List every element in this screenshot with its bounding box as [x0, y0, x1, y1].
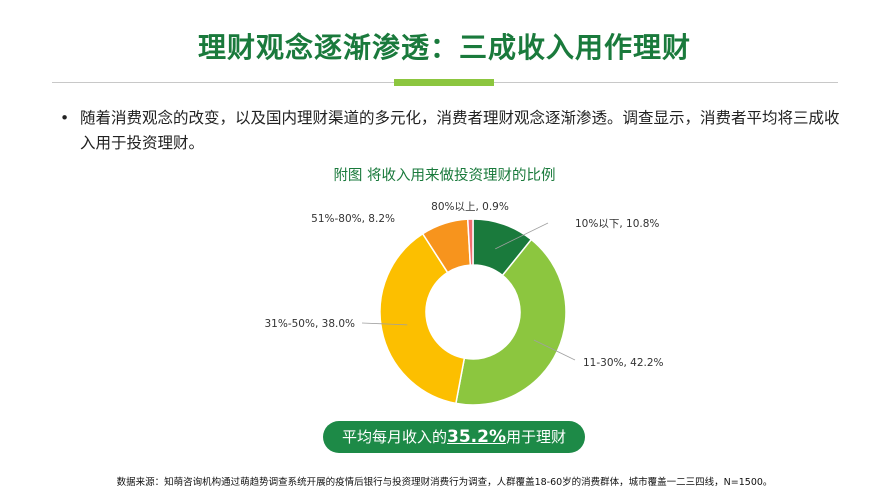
slice-over-80-label: 80%以上, 0.9%: [431, 201, 509, 213]
slice-under-10-label: 10%以下, 10.8%: [575, 218, 659, 230]
bullet-paragraph: • 随着消费观念的改变，以及国内理财渠道的多元化，消费者理财观念逐渐渗透。调查显…: [60, 106, 840, 156]
title-accent-bar: [394, 79, 494, 86]
summary-suffix: 用于理财: [505, 428, 566, 446]
slice-31-50-leader-line: [361, 322, 408, 326]
chart-title: 附图 将收入用来做投资理财的比例: [333, 168, 556, 184]
bullet-text: 随着消费观念的改变，以及国内理财渠道的多元化，消费者理财观念逐渐渗透。调查显示，…: [80, 109, 840, 152]
page-title: 理财观念逐渐渗透：三成收入用作理财: [197, 31, 691, 64]
slice-11-30-label: 11-30%, 42.2%: [583, 357, 664, 369]
slice-11-30-leader-line: [533, 339, 576, 361]
slice-31-50: [379, 232, 466, 405]
data-source-note: 数据来源：知萌咨询机构通过萌趋势调查系统开展的疫情后银行与投资理财消费行为调查，…: [116, 477, 773, 488]
slice-11-30: [455, 238, 567, 406]
summary-highlight: 35.2%: [447, 427, 506, 447]
slice-51-80-label: 51%-80%, 8.2%: [311, 213, 395, 225]
slice-under-10-leader-line: [495, 222, 549, 250]
summary-pill: 平均每月收入的35.2%用于理财: [323, 421, 585, 453]
slice-over-80: [466, 218, 474, 266]
summary-prefix: 平均每月收入的: [341, 428, 447, 446]
slice-31-50-label: 31%-50%, 38.0%: [265, 318, 356, 330]
bullet-dot: •: [60, 109, 70, 127]
